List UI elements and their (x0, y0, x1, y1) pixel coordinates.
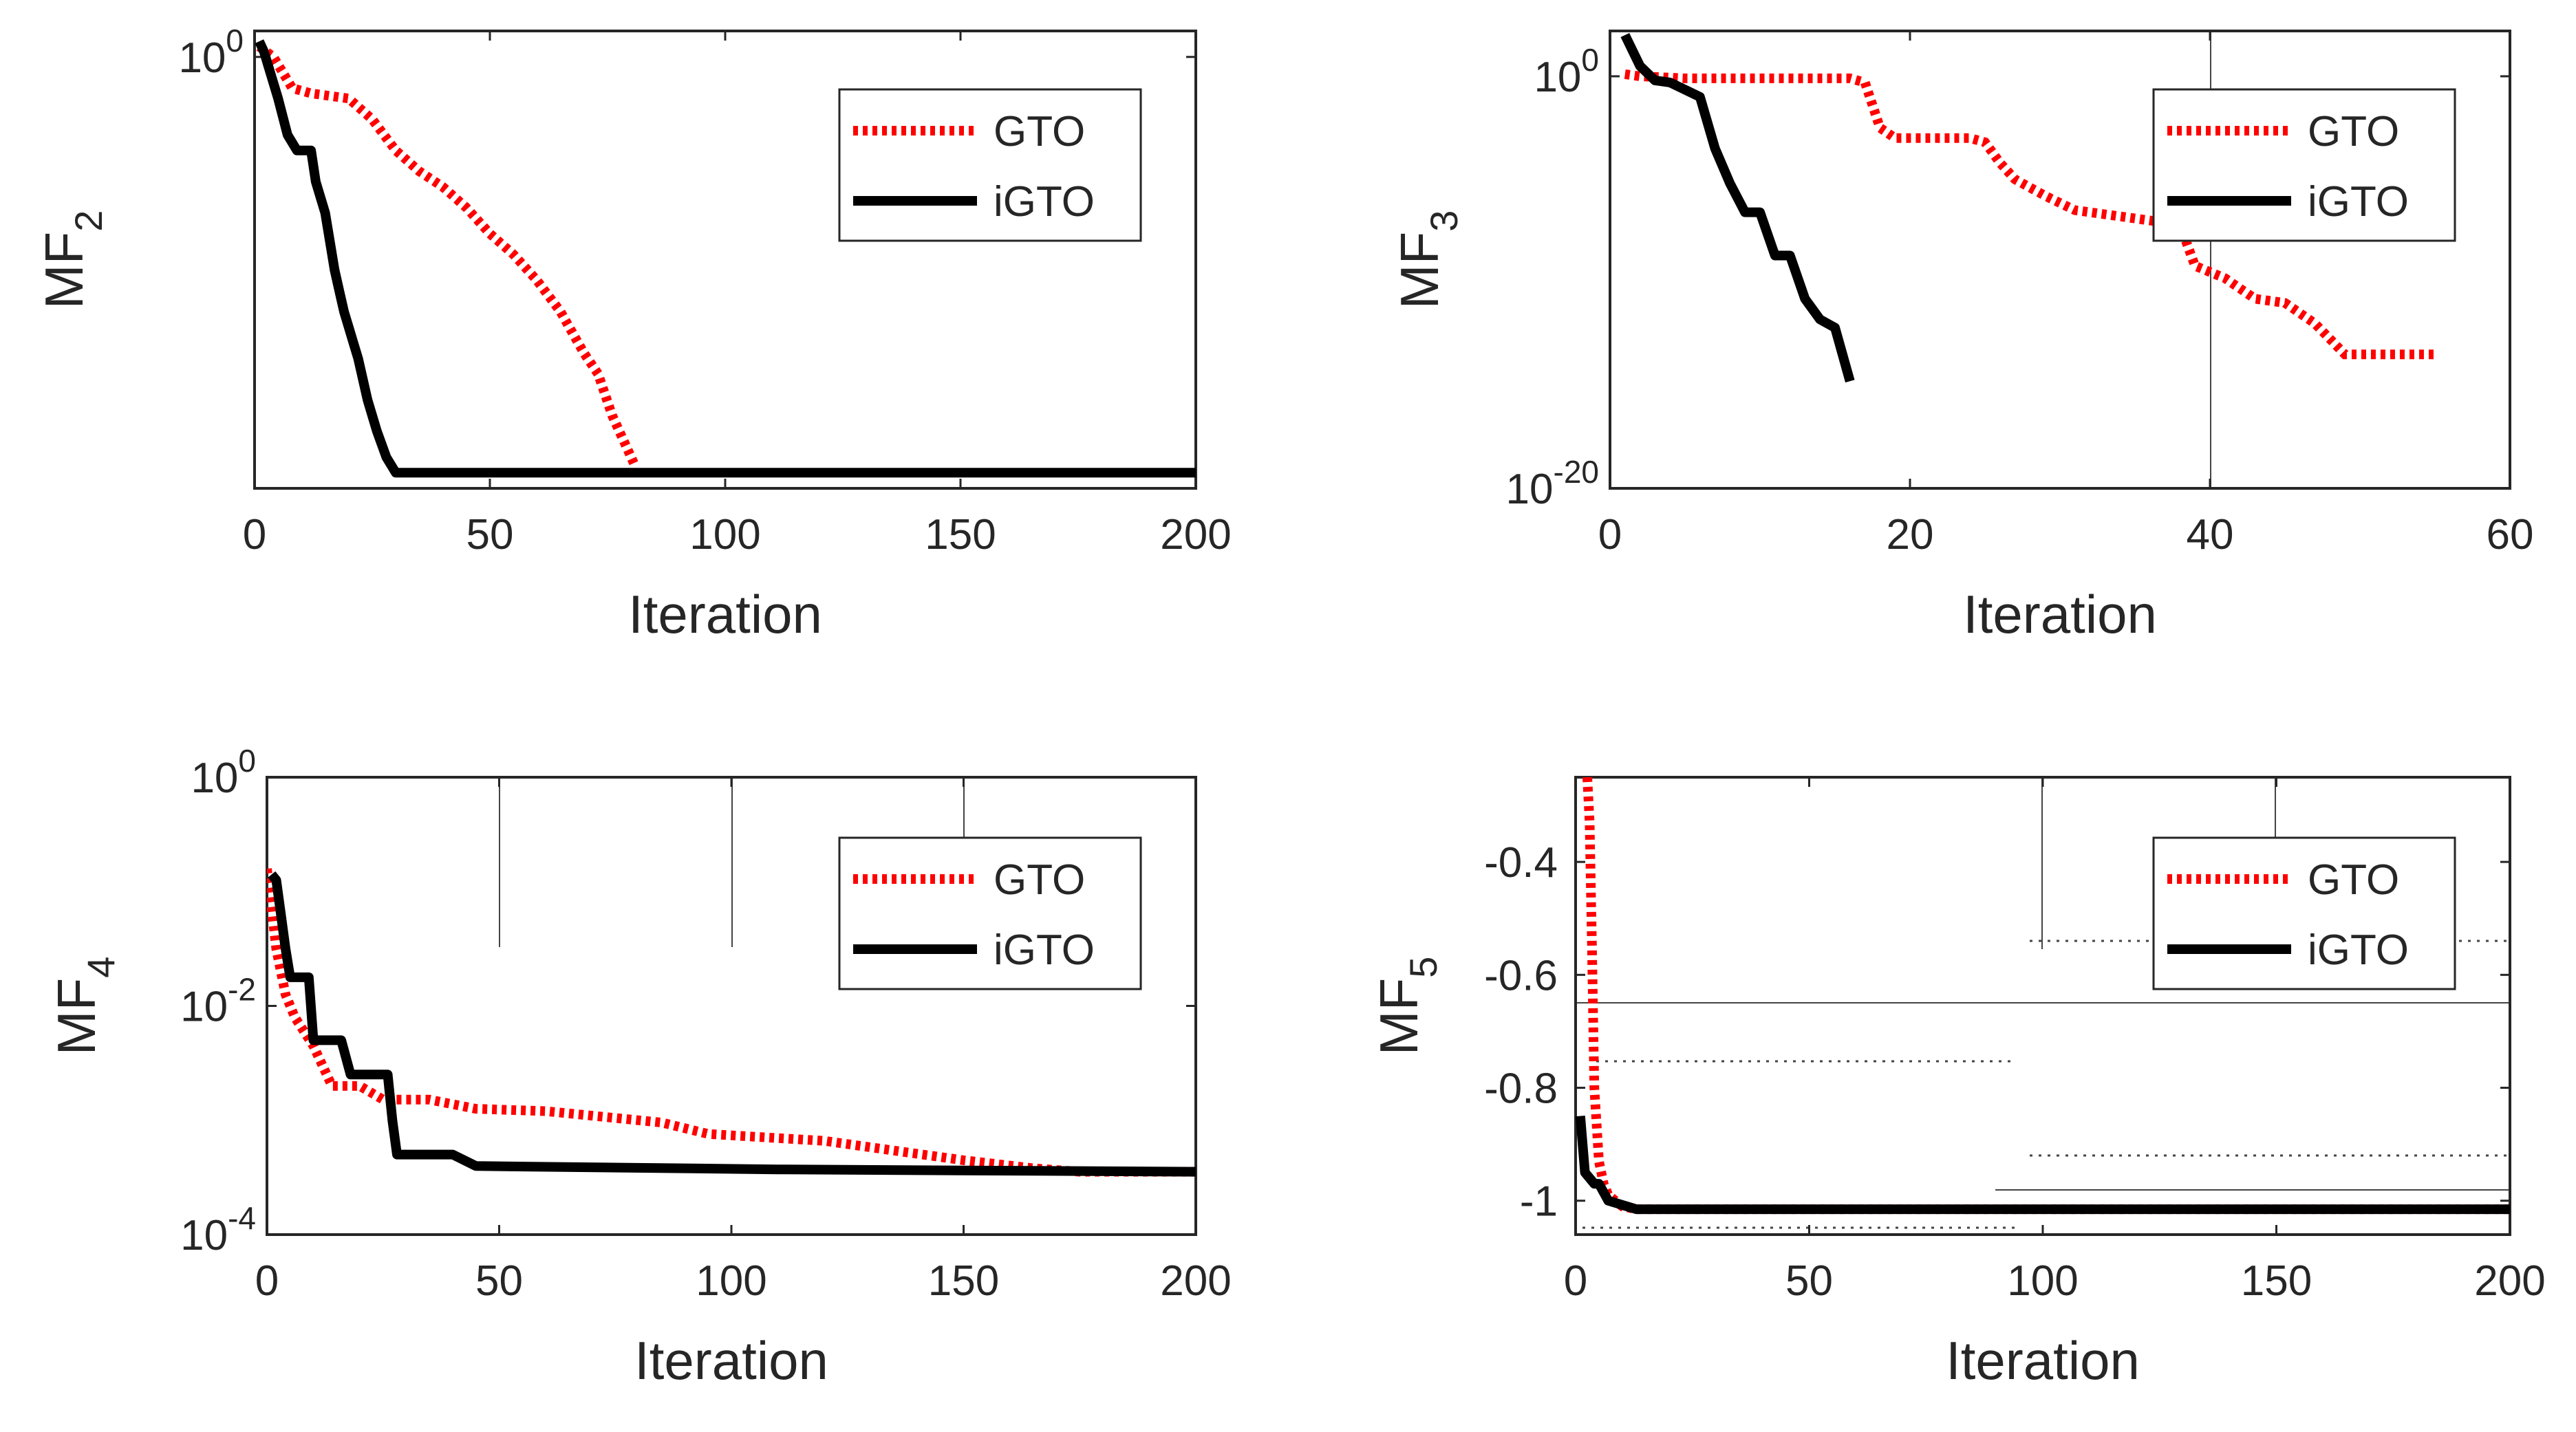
x-tick-label: 200 (1160, 511, 1231, 558)
y-axis-label: MF3 (1389, 210, 1466, 310)
legend-label-gto: GTO (994, 108, 1085, 155)
x-tick-label: 200 (1160, 1257, 1231, 1305)
x-axis-label: Iteration (628, 584, 822, 644)
legend-label-igto: iGTO (2308, 926, 2409, 974)
legend-box (2152, 836, 2456, 990)
y-axis-label: MF2 (34, 210, 110, 310)
legend-label-igto: iGTO (2308, 178, 2409, 226)
y-tick-label: -0.6 (1484, 952, 1558, 999)
x-axis-label: Iteration (1963, 584, 2157, 644)
axes-box (1609, 30, 2511, 490)
y-tick-label: 100 (191, 743, 256, 802)
x-tick-label: 20 (1887, 511, 1934, 558)
y-tick-label: 10-20 (1506, 454, 1599, 513)
y-tick-label: 10-2 (180, 972, 256, 1031)
series-group (255, 39, 1196, 478)
series-group (1576, 777, 2510, 1215)
panel-mf4: 0 50 100 150 200 100 10-2 10-4 Iteration MF4 GTO iG… (46, 743, 1232, 1391)
series-line-igto (1620, 32, 1855, 383)
panels: 0 50 100 150 200 100 Iteration MF2 GTO iGTO 0 20 40 6… (34, 23, 2546, 1391)
y-tick-label: 100 (178, 23, 244, 82)
y-tick-label: -0.8 (1484, 1065, 1558, 1113)
legend-box (838, 88, 1142, 242)
x-tick-label: 40 (2187, 511, 2234, 558)
y-axis-label: MF5 (1368, 957, 1445, 1056)
legend-label-igto: iGTO (994, 178, 1095, 226)
x-tick-label: 150 (928, 1257, 999, 1305)
x-tick-label: 60 (2487, 511, 2534, 558)
series-group (1620, 32, 2435, 383)
legend-box (2152, 88, 2456, 242)
x-axis-label: Iteration (1946, 1330, 2140, 1391)
series-line-gto (267, 868, 1196, 1177)
x-tick-label: 100 (696, 1257, 766, 1305)
legend-label-gto: GTO (2308, 108, 2399, 155)
series-line-gto (256, 43, 641, 470)
legend: GTO iGTO (838, 88, 1142, 242)
x-tick-label: 0 (1598, 511, 1622, 558)
x-tick-label: 0 (1564, 1257, 1587, 1305)
series-line-gto (1624, 69, 2435, 360)
x-tick-label: 150 (2241, 1257, 2312, 1305)
y-axis-label: MF4 (46, 957, 122, 1056)
panel-mf5: 0 50 100 150 200 -0.4 -0.6 -0.8 -1 Iteration MF5 GT… (1368, 776, 2546, 1391)
legend: GTO iGTO (838, 836, 1142, 990)
x-tick-label: 150 (925, 511, 996, 558)
x-tick-label: 100 (689, 511, 760, 558)
legend: GTO iGTO (2152, 836, 2456, 990)
x-tick-label: 50 (475, 1257, 523, 1305)
panel-mf2: 0 50 100 150 200 100 Iteration MF2 GTO iGTO (34, 23, 1232, 644)
y-tick-label: 100 (1534, 42, 1599, 101)
x-tick-label: 0 (243, 511, 266, 558)
y-tick-label: -0.4 (1484, 839, 1558, 887)
x-tick-label: 50 (466, 511, 514, 558)
legend-label-igto: iGTO (994, 926, 1095, 974)
series-line-igto (255, 39, 1196, 478)
panel-mf3: 0 20 40 60 100 10-20 Iteration MF3 GTO iGTO (1389, 30, 2534, 644)
legend-label-gto: GTO (994, 856, 1085, 904)
series-line-igto (268, 871, 1196, 1177)
legend: GTO iGTO (2152, 88, 2456, 242)
x-tick-label: 0 (255, 1257, 279, 1305)
y-tick-label: 10-4 (180, 1200, 256, 1259)
legend-label-gto: GTO (2308, 856, 2399, 904)
y-tick-label: -1 (1520, 1178, 1558, 1226)
series-line-igto (1576, 1116, 2510, 1215)
x-axis-label: Iteration (634, 1330, 828, 1391)
series-group (267, 868, 1196, 1177)
x-tick-label: 50 (1785, 1257, 1833, 1305)
x-tick-label: 100 (2007, 1257, 2078, 1305)
legend-box (838, 836, 1142, 990)
x-tick-label: 200 (2474, 1257, 2545, 1305)
